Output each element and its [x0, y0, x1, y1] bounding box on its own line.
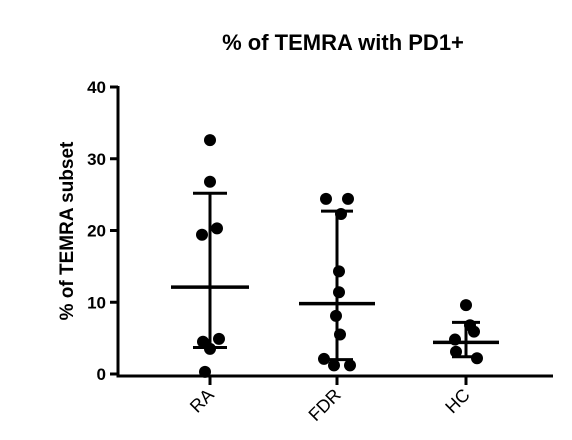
y-tick-label: 10	[87, 293, 106, 312]
data-point	[449, 333, 461, 346]
data-point	[204, 175, 216, 188]
y-tick-label: 0	[97, 365, 106, 384]
x-tick-label: RA	[186, 385, 218, 417]
data-point	[318, 352, 330, 365]
data-point	[333, 286, 345, 299]
data-point	[199, 365, 211, 378]
data-point	[344, 359, 356, 372]
data-point	[468, 325, 480, 338]
y-tick-label: 40	[87, 78, 106, 97]
data-point	[211, 222, 223, 235]
data-point	[330, 309, 342, 322]
data-point	[204, 134, 216, 147]
data-point	[213, 332, 225, 345]
data-point	[460, 299, 472, 312]
data-point	[471, 352, 483, 365]
data-point	[335, 207, 347, 220]
axes: 0 10 20 30 40 RA FDR HC	[87, 78, 553, 425]
data-point	[204, 342, 216, 355]
x-tick-label: FDR	[305, 385, 345, 425]
y-axis-label: % of TEMRA subset	[57, 141, 78, 320]
x-tick-label: HC	[441, 385, 474, 418]
data-point	[196, 228, 208, 241]
data-marks	[171, 134, 499, 378]
y-tick-label: 20	[87, 222, 106, 241]
y-tick-label: 30	[87, 150, 106, 169]
data-point	[342, 192, 354, 205]
data-point	[328, 359, 340, 372]
data-point	[320, 192, 332, 205]
data-point	[334, 328, 346, 341]
data-point	[333, 265, 345, 278]
data-point	[450, 345, 462, 358]
chart-title: % of TEMRA with PD1+	[222, 30, 464, 55]
